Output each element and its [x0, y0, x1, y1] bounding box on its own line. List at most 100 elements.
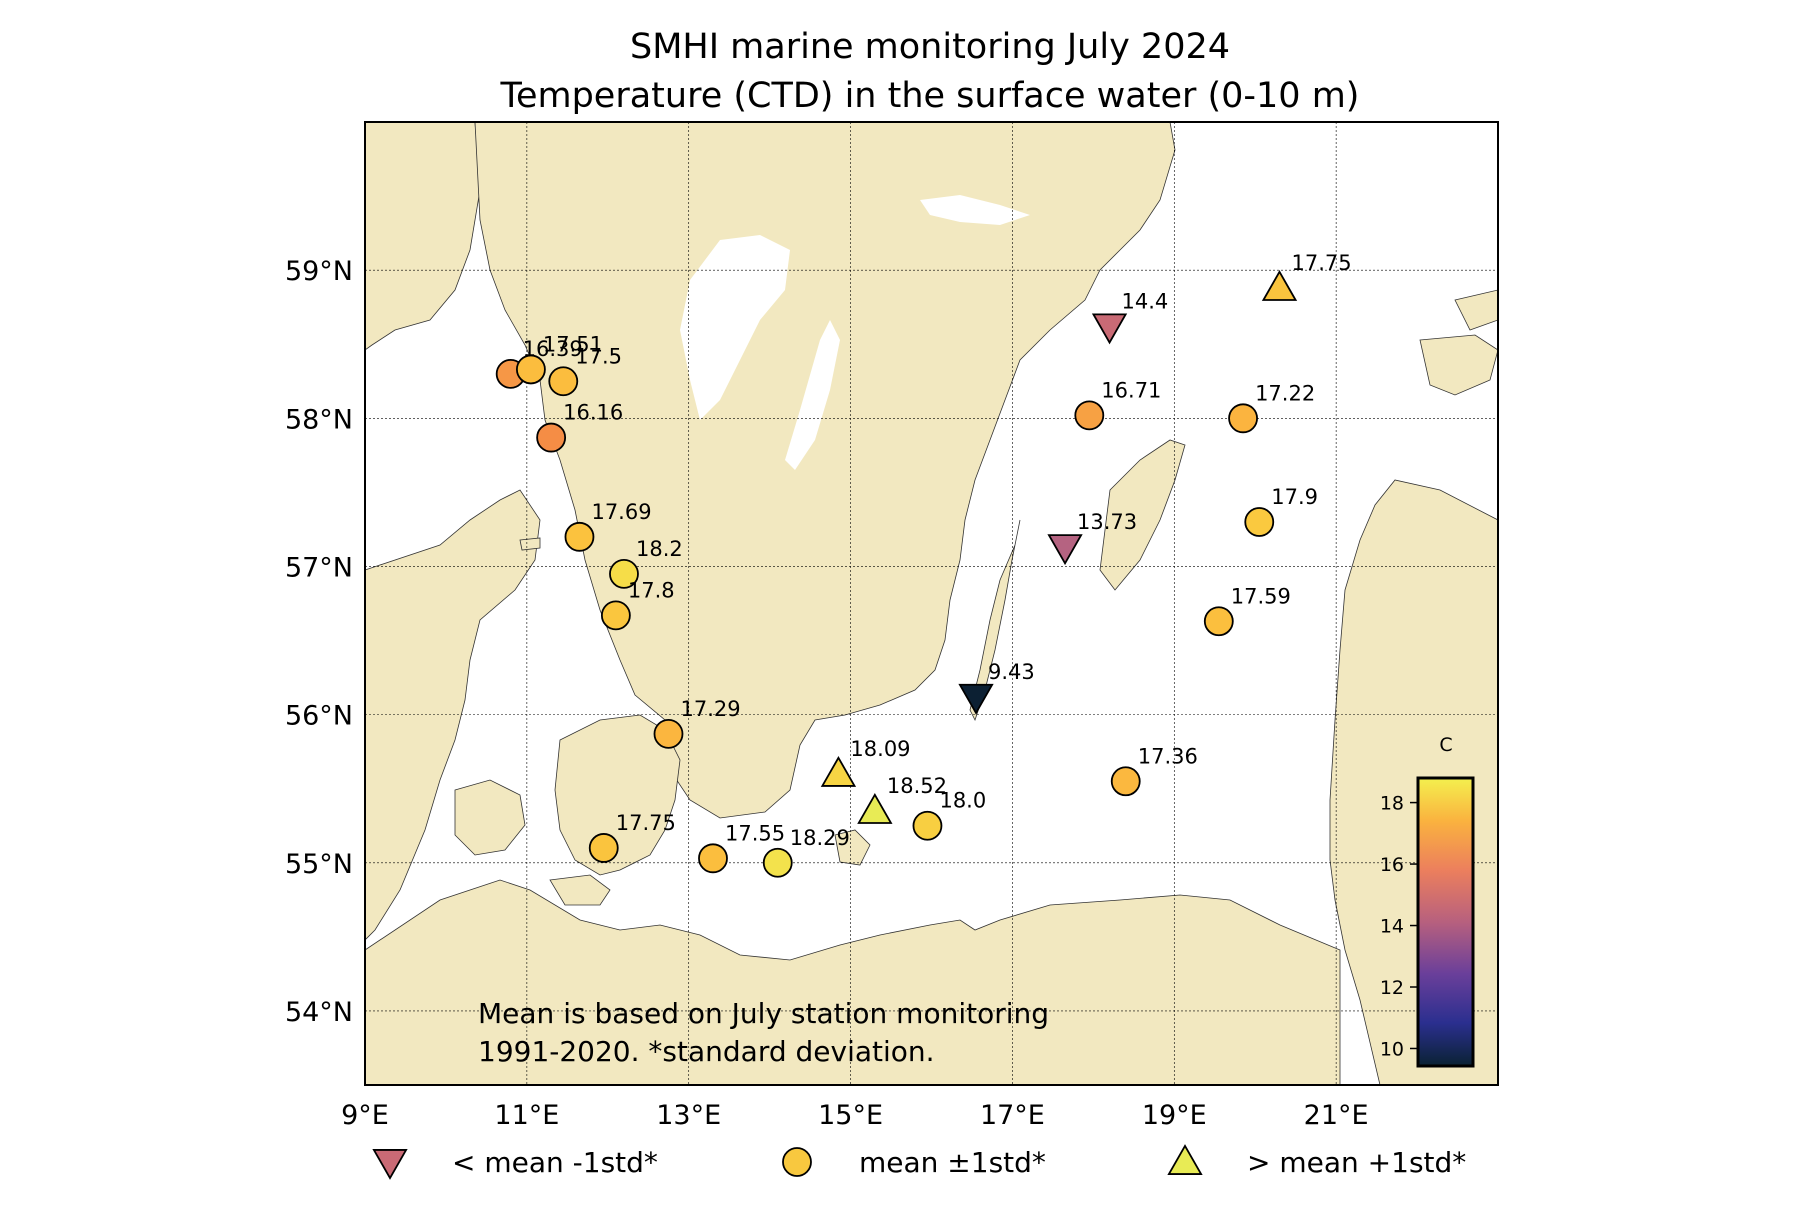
- land-zealand: [554, 714, 681, 876]
- station-marker-mean: [516, 354, 546, 385]
- land-lolland: [549, 874, 611, 906]
- station-value-label: 16.16: [563, 401, 623, 425]
- colorbar-tick-label: 10: [1380, 1038, 1404, 1060]
- station: 18.2: [609, 537, 683, 589]
- station-marker-above: [820, 755, 857, 787]
- station-value-label: 18.0: [939, 789, 986, 813]
- colorbar-bar: [1416, 776, 1475, 1068]
- station-marker-mean: [1228, 403, 1258, 434]
- station-value-label: 18.52: [887, 774, 947, 798]
- lat-tick-label: 58°N: [285, 404, 353, 435]
- land: [365, 122, 1498, 1085]
- land-hiiumaa: [1419, 334, 1498, 396]
- station-value-label: 18.29: [790, 826, 850, 850]
- lat-tick-label: 54°N: [285, 997, 353, 1028]
- lat-tick-label: 56°N: [285, 701, 353, 732]
- station-marker-mean: [548, 366, 579, 397]
- station: 9.43: [958, 660, 1035, 715]
- station-value-label: 17.59: [1231, 584, 1291, 608]
- station-marker-mean: [762, 847, 793, 878]
- map-frame: [364, 121, 1499, 1086]
- land-denmark-jutland: [365, 489, 541, 941]
- station: 18.52: [857, 774, 947, 824]
- station-marker-above: [857, 793, 893, 824]
- station-marker-mean: [536, 422, 567, 453]
- colorbar-tick-label: 14: [1380, 916, 1404, 938]
- lake-vattern: [785, 320, 840, 470]
- legend-item-below: < mean -1std*: [372, 1146, 658, 1180]
- station: 18.29: [762, 826, 850, 878]
- station: 17.29: [653, 697, 741, 749]
- gridlines: [365, 122, 1498, 1085]
- station-marker-below: [1047, 534, 1083, 566]
- station-marker-mean: [609, 558, 639, 589]
- station-marker-mean: [912, 810, 943, 841]
- lon-tick-label: 9°E: [341, 1100, 389, 1131]
- land-germany-poland: [365, 879, 1341, 1085]
- colorbar: C 10 12 14 16 18: [1380, 734, 1475, 1068]
- station-marker-mean: [564, 521, 595, 552]
- station-value-label: 17.75: [616, 811, 676, 835]
- station: 14.4: [1091, 289, 1169, 345]
- station-value-label: 17.51: [543, 332, 603, 356]
- station-marker-mean: [1203, 606, 1234, 637]
- station: 17.69: [564, 500, 652, 552]
- colorbar-tick-label: 16: [1380, 854, 1404, 876]
- station: 17.5: [548, 344, 622, 397]
- lon-tick-label: 19°E: [1142, 1100, 1207, 1131]
- station: 17.22: [1228, 381, 1315, 434]
- station-value-label: 17.69: [591, 500, 651, 524]
- lat-tick-label: 57°N: [285, 552, 353, 583]
- legend-label: > mean +1std*: [1247, 1146, 1466, 1179]
- station: 17.75: [588, 811, 676, 863]
- station: 17.51: [516, 332, 603, 385]
- land-anholt: [519, 537, 541, 551]
- lon-tick-label: 17°E: [980, 1100, 1045, 1131]
- legend-marker-below: [372, 1149, 408, 1180]
- stations: 16.3917.5117.516.1617.6918.217.817.2917.…: [495, 251, 1352, 878]
- title-line-2: Temperature (CTD) in the surface water (…: [500, 76, 1360, 116]
- station: 16.16: [536, 401, 623, 453]
- station-marker-above: [1261, 270, 1298, 301]
- station-value-label: 17.36: [1138, 744, 1198, 768]
- land-gotland: [1099, 439, 1186, 591]
- station-marker-mean: [698, 843, 728, 874]
- land-funen: [454, 779, 526, 856]
- station: 18.09: [820, 737, 911, 787]
- station: 17.75: [1261, 251, 1352, 301]
- axis-tick-labels: 9°E 11°E 13°E 15°E 17°E 19°E 21°E 54°N 55°N 56°N 5…: [285, 256, 1369, 1131]
- station: 17.9: [1244, 485, 1318, 537]
- legend: < mean -1std* mean ±1std* > mean +1std*: [372, 1144, 1466, 1180]
- station-value-label: 17.75: [1291, 251, 1351, 275]
- colorbar-tick-label: 12: [1380, 977, 1404, 999]
- note-line-1: Mean is based on July station monitoring: [478, 997, 1049, 1030]
- legend-label: < mean -1std*: [452, 1146, 658, 1179]
- land-sweden: [474, 122, 1176, 819]
- station-value-label: 13.73: [1077, 510, 1137, 534]
- legend-item-mean: mean ±1std*: [782, 1146, 1046, 1179]
- station-value-label: 18.2: [636, 537, 683, 561]
- station: 17.8: [600, 578, 675, 631]
- station-value-label: 17.55: [725, 821, 785, 845]
- station-value-label: 9.43: [988, 660, 1035, 684]
- station-value-label: 14.4: [1122, 289, 1169, 313]
- lon-tick-label: 11°E: [494, 1100, 559, 1131]
- station: 16.71: [1074, 378, 1161, 431]
- legend-label: mean ±1std*: [859, 1146, 1046, 1179]
- colorbar-ticks: 10 12 14 16 18: [1380, 793, 1418, 1060]
- map-area: [365, 122, 1498, 1085]
- station-marker-mean: [1074, 400, 1105, 431]
- land-oland: [969, 519, 1021, 722]
- colorbar-tick-label: 18: [1380, 793, 1404, 815]
- lat-tick-label: 55°N: [285, 849, 353, 880]
- station-marker-mean: [588, 833, 619, 863]
- title-line-1: SMHI marine monitoring July 2024: [630, 27, 1230, 67]
- station: 13.73: [1047, 510, 1137, 566]
- land-estonia-islands: [1454, 289, 1498, 331]
- station: 18.0: [912, 789, 986, 841]
- colorbar-title: C: [1439, 734, 1452, 756]
- station-marker-below: [1091, 313, 1128, 345]
- lon-tick-label: 21°E: [1304, 1100, 1369, 1131]
- station: 17.55: [698, 821, 785, 874]
